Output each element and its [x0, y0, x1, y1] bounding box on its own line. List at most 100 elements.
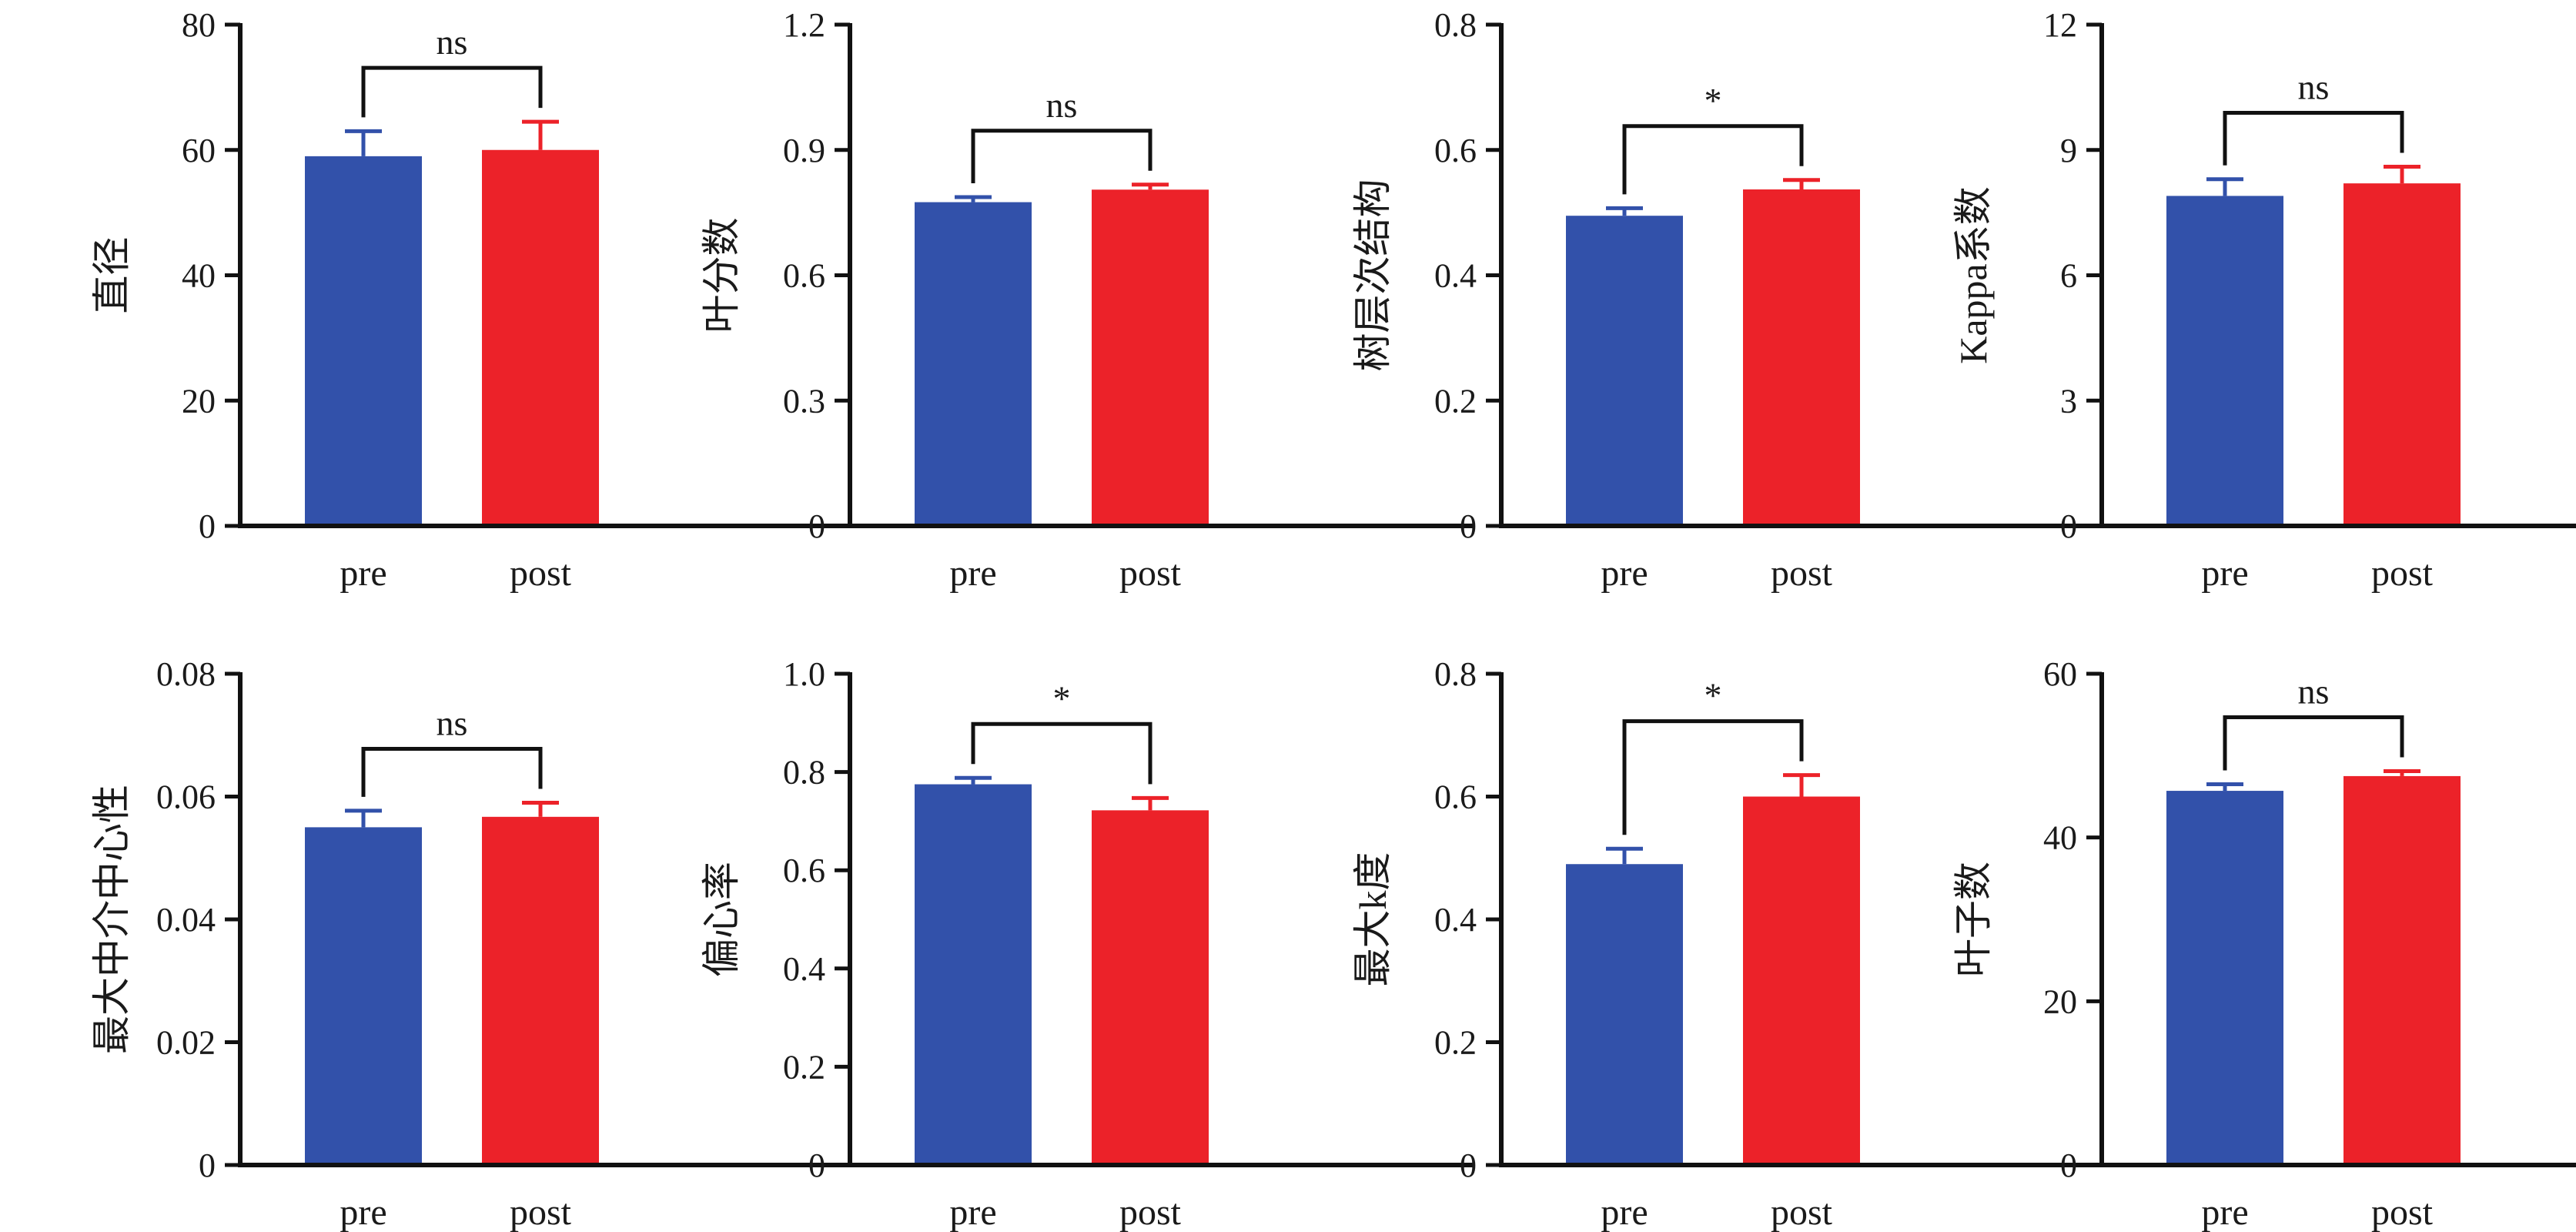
significance-bracket [361, 746, 543, 797]
y-tick-label: 6 [2060, 257, 2077, 295]
bar-post [1743, 796, 1860, 1165]
x-tick-label-pre: pre [2201, 1192, 2248, 1232]
y-tick-label: 0.06 [156, 778, 216, 816]
x-tick-label-post: post [1771, 1192, 1833, 1232]
significance-bracket [2223, 110, 2404, 166]
significance-label: ns [437, 703, 468, 742]
x-tick-label-pre: pre [949, 1192, 996, 1232]
x-tick-label-pre: pre [949, 553, 996, 594]
y-tick-label: 9 [2060, 132, 2077, 169]
y-tick-label: 0 [808, 1147, 825, 1184]
y-tick-label: 0 [1460, 1147, 1477, 1184]
y-axis-title: 树层次结构 [1351, 179, 1394, 372]
x-tick-label-pre: pre [2201, 553, 2248, 594]
y-tick-label: 0.8 [1434, 6, 1477, 44]
significance-bracket [971, 721, 1153, 785]
significance-label: * [1053, 678, 1071, 718]
significance-bracket [2223, 715, 2404, 771]
significance-label: ns [437, 22, 468, 62]
x-tick-label-post: post [510, 1192, 572, 1232]
y-tick-label: 0.6 [783, 852, 825, 889]
significance-bracket [1622, 124, 1804, 195]
bar-post [482, 816, 599, 1165]
bar-pre [1566, 864, 1683, 1165]
significance-label: ns [2298, 67, 2330, 106]
y-tick-label: 20 [2043, 983, 2077, 1020]
y-tick-label: 0.6 [783, 257, 825, 295]
x-tick-label-pre: pre [340, 1192, 386, 1232]
x-tick-label-post: post [1771, 553, 1833, 594]
chart-panel-6: pre post 0 0.2 0.4 0.6 0.8 1.0 偏心率 * [700, 655, 1474, 1232]
y-tick-label: 0.6 [1434, 132, 1477, 169]
y-tick-label: 0.2 [1434, 382, 1477, 420]
significance-label: ns [1046, 85, 1078, 125]
y-tick-label: 0.6 [1434, 778, 1477, 816]
y-tick-label: 0.8 [1434, 655, 1477, 693]
x-tick-label-post: post [510, 553, 572, 594]
y-tick-label: 0.2 [783, 1048, 825, 1086]
y-tick-label: 0 [2060, 507, 2077, 545]
y-tick-label: 60 [2043, 655, 2077, 693]
y-tick-label: 20 [182, 382, 216, 420]
significance-bracket [361, 65, 543, 118]
y-axis-title: 叶分数 [700, 218, 743, 333]
bar-post [1092, 810, 1209, 1165]
y-tick-label: 0.04 [156, 901, 216, 939]
y-tick-label: 1.0 [783, 655, 825, 693]
bar-pre [915, 202, 1032, 526]
x-tick-label-pre: pre [1601, 1192, 1648, 1232]
y-axis-title: 偏心率 [700, 862, 743, 977]
chart-panel-4: pre post 0 3 6 9 12 Kappa系数 ns [1952, 6, 2576, 594]
y-tick-label: 0 [1460, 507, 1477, 545]
bar-post [2343, 775, 2461, 1165]
y-tick-label: 0 [199, 1147, 216, 1184]
y-tick-label: 0 [199, 507, 216, 545]
y-axis-title: 叶子数 [1952, 862, 1995, 977]
y-tick-label: 0.3 [783, 382, 825, 420]
y-tick-label: 0.4 [1434, 257, 1477, 295]
y-tick-label: 60 [182, 132, 216, 169]
y-tick-label: 1.2 [783, 6, 825, 44]
significance-bracket [1622, 719, 1804, 835]
bar-post [482, 149, 599, 526]
chart-panel-8: pre post 0 20 40 60 叶子数 ns [1952, 655, 2576, 1232]
y-tick-label: 0 [2060, 1147, 2077, 1184]
y-tick-label: 0.4 [783, 950, 825, 988]
chart-panel-1: pre post 0 20 40 60 80 直径 ns [90, 6, 864, 594]
x-tick-label-post: post [2371, 553, 2434, 594]
x-tick-label-post: post [1119, 1192, 1182, 1232]
y-tick-label: 40 [2043, 819, 2077, 857]
significance-label: * [1705, 81, 1722, 120]
bar-post [2343, 183, 2461, 526]
bar-pre [915, 784, 1032, 1165]
y-tick-label: 0.2 [1434, 1024, 1477, 1062]
bar-pre [305, 156, 422, 526]
chart-panel-5: pre post 0 0.02 0.04 0.06 0.08 最大中介中心性 ns [90, 655, 864, 1232]
bar-pre [305, 827, 422, 1165]
y-tick-label: 0.8 [783, 754, 825, 792]
significance-label: ns [2298, 672, 2330, 711]
y-tick-label: 12 [2043, 6, 2077, 44]
y-tick-label: 40 [182, 257, 216, 295]
significance-label: * [1705, 676, 1722, 715]
y-axis-title: 最大k度 [1351, 852, 1394, 987]
x-tick-label-pre: pre [1601, 553, 1648, 594]
bar-post [1743, 189, 1860, 527]
y-tick-label: 0.9 [783, 132, 825, 169]
y-axis-title: Kappa系数 [1952, 186, 1995, 364]
chart-panel-7: pre post 0 0.2 0.4 0.6 0.8 最大k度 * [1351, 655, 2125, 1232]
bar-pre [2166, 196, 2283, 527]
bar-pre [2166, 791, 2283, 1165]
y-tick-label: 0 [808, 507, 825, 545]
y-tick-label: 3 [2060, 382, 2077, 420]
x-tick-label-pre: pre [340, 553, 386, 594]
significance-bracket [971, 129, 1153, 184]
bar-post [1092, 189, 1209, 526]
chart-panel-2: pre post 0 0.3 0.6 0.9 1.2 叶分数 ns [700, 6, 1474, 594]
y-tick-label: 0.02 [156, 1024, 216, 1062]
x-tick-label-post: post [2371, 1192, 2434, 1232]
y-tick-label: 0.08 [156, 655, 216, 693]
bar-pre [1566, 216, 1683, 526]
y-tick-label: 0.4 [1434, 901, 1477, 939]
